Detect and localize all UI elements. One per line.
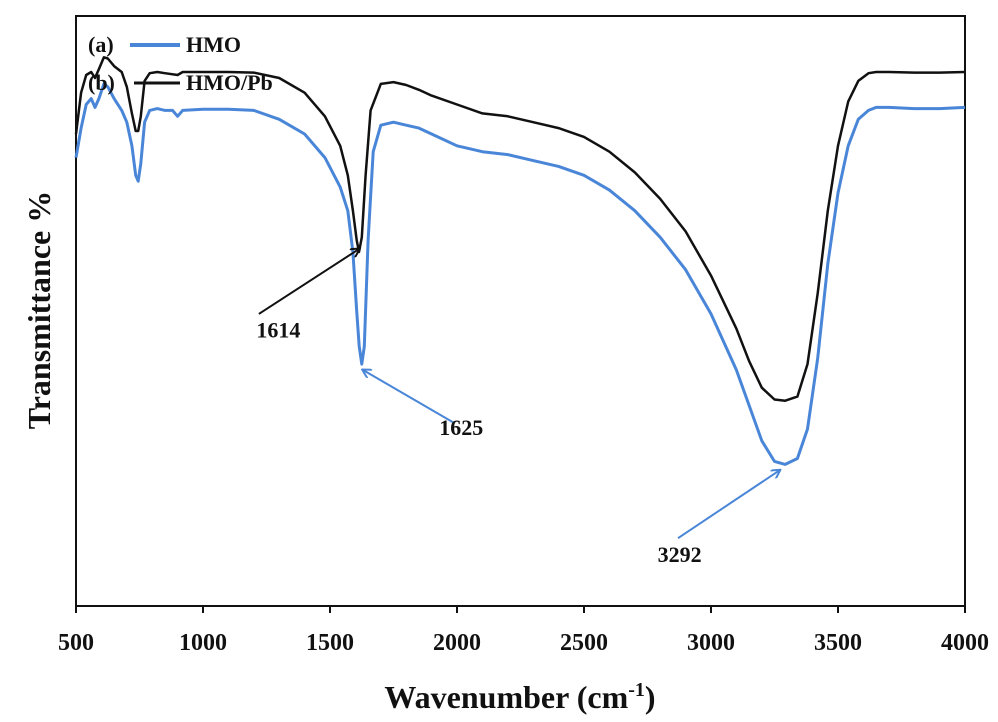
x-tick-label-1000: 1000 — [179, 630, 227, 656]
x-axis-title: Wavenumber (cm-1) — [384, 679, 655, 715]
legend: (a) HMO (b) HMO/Pb — [88, 32, 273, 95]
x-tick-label-3500: 3500 — [814, 630, 862, 656]
annotation-arrow-1625 — [363, 370, 455, 424]
annotation-layer: 1614 1625 3292 — [256, 249, 779, 567]
x-axis-title-close: ) — [645, 679, 656, 715]
plot-area-frame — [75, 15, 966, 607]
annotation-label-1625: 1625 — [439, 415, 483, 440]
series-line-hmo-pb — [74, 56, 966, 402]
annotation-arrow-3292 — [677, 470, 780, 539]
x-axis-title-main: Wavenumber (cm — [384, 679, 628, 715]
annotation-label-3292: 3292 — [658, 542, 702, 567]
x-tick-label-2000: 2000 — [433, 630, 481, 656]
legend-tag-a: (a) — [88, 32, 114, 57]
legend-label-hmo-pb: HMO/Pb — [186, 70, 273, 95]
series-layer — [74, 56, 966, 466]
x-tick-label-500: 500 — [58, 630, 94, 656]
x-axis-ticks: 500 1000 1500 2000 2500 3000 3500 4000 — [58, 606, 989, 656]
legend-label-hmo: HMO — [186, 32, 241, 57]
x-tick-label-3000: 3000 — [687, 630, 735, 656]
x-tick-label-4000: 4000 — [941, 630, 989, 656]
annotation-label-1614: 1614 — [256, 318, 300, 343]
series-line-hmo — [74, 82, 966, 466]
x-axis-title-superscript: -1 — [628, 679, 645, 701]
legend-tag-b: (b) — [88, 70, 115, 95]
y-axis-title: Transmittance % — [21, 191, 57, 429]
annotation-arrow-1614 — [258, 249, 359, 315]
x-tick-label-1500: 1500 — [306, 630, 354, 656]
x-tick-label-2500: 2500 — [560, 630, 608, 656]
